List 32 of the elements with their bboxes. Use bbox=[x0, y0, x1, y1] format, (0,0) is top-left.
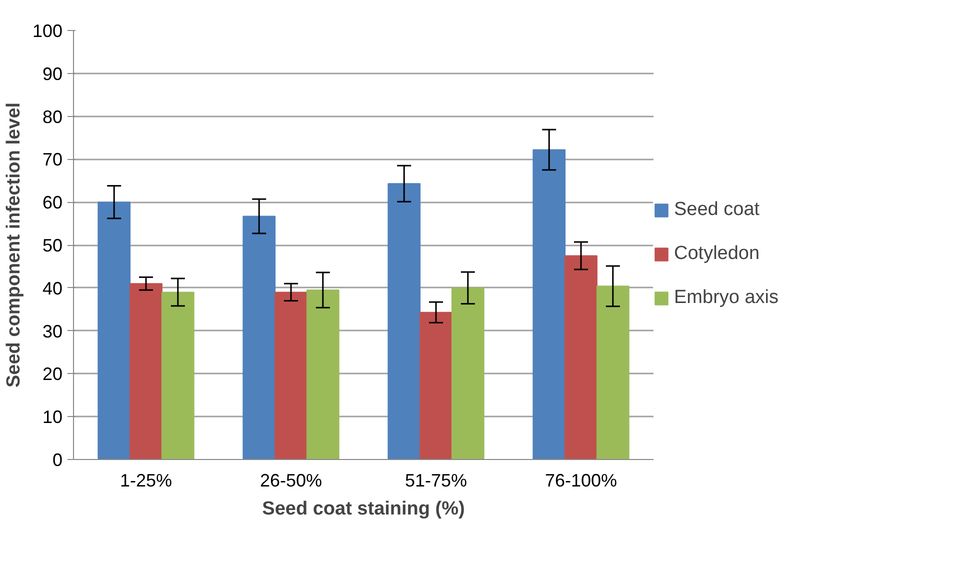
bar bbox=[242, 216, 276, 460]
y-tick-label: 70 bbox=[42, 150, 63, 170]
legend-label: Cotyledon bbox=[674, 243, 760, 265]
y-tick-label: 100 bbox=[32, 21, 63, 41]
bar bbox=[306, 290, 340, 460]
x-tick-label: 26-50% bbox=[260, 470, 322, 490]
y-tick-label: 40 bbox=[42, 278, 63, 298]
y-tick-label: 30 bbox=[42, 321, 63, 342]
y-tick-label: 20 bbox=[42, 364, 63, 384]
bar bbox=[388, 183, 421, 460]
x-tick-label: 51-75% bbox=[404, 470, 468, 490]
bar bbox=[420, 312, 452, 460]
bar bbox=[274, 292, 308, 460]
legend-label: Embryo axis bbox=[674, 287, 779, 309]
y-tick-label: 10 bbox=[42, 407, 63, 428]
y-tick-label: 0 bbox=[52, 450, 63, 470]
y-tick-label: 60 bbox=[42, 192, 63, 213]
x-tick-label: 76-100% bbox=[544, 470, 618, 490]
bar bbox=[564, 255, 598, 460]
x-axis-title: Seed coat staining (%) bbox=[262, 498, 465, 520]
y-tick-label: 80 bbox=[42, 106, 63, 127]
y-tick-label: 90 bbox=[42, 64, 63, 84]
x-tick-label: 1-25% bbox=[120, 470, 172, 490]
legend-label: Seed coat bbox=[674, 199, 760, 221]
bar bbox=[98, 202, 131, 460]
bar bbox=[451, 287, 484, 460]
bar bbox=[130, 283, 162, 460]
y-axis-title: Seed component infection level bbox=[3, 102, 24, 388]
bar bbox=[161, 292, 194, 460]
y-tick-label: 50 bbox=[42, 236, 63, 256]
bar bbox=[596, 286, 630, 460]
bar bbox=[532, 149, 566, 460]
